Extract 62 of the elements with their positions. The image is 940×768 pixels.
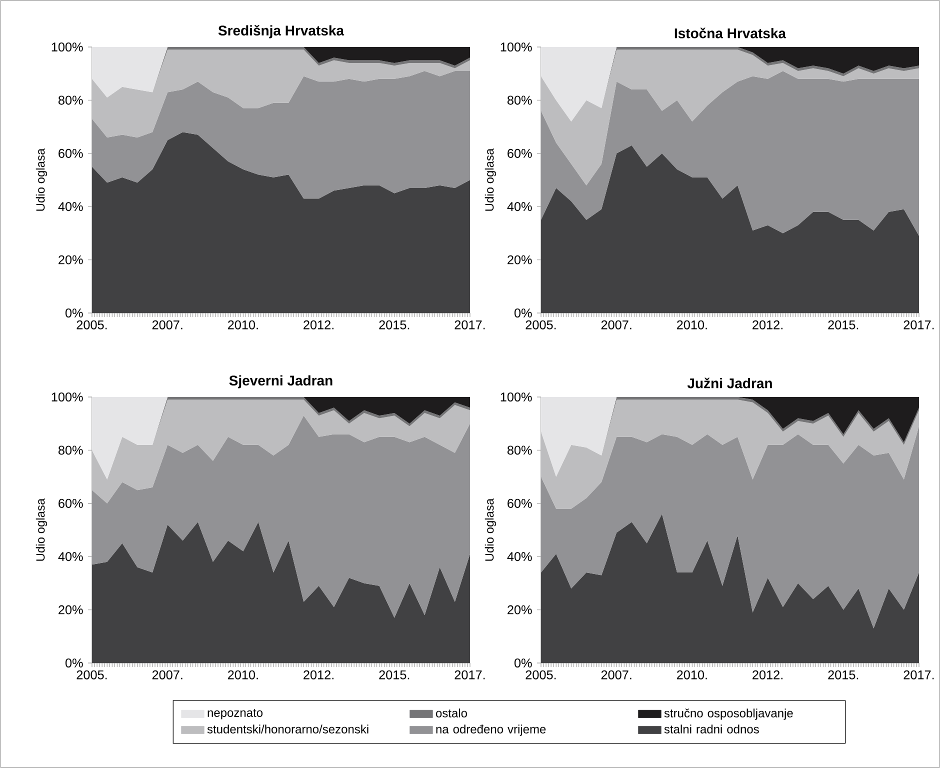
y-tick-label: 40% [58, 202, 83, 212]
x-tick-label: 2007. [601, 670, 632, 680]
y-tick-label: 60% [58, 148, 83, 158]
y-tick-label: 100% [500, 42, 532, 52]
chart-title: Istočna Hrvatska [674, 28, 786, 38]
x-tick-label: 2007. [152, 320, 182, 330]
legend-label: nepoznato [208, 709, 263, 720]
y-tick-label: 0% [66, 658, 83, 668]
y-tick-label: 40% [507, 552, 532, 562]
x-tick-label: 2012. [304, 320, 334, 330]
legend-label: na određeno vrijeme [436, 724, 546, 736]
x-tick-label: 2005. [526, 670, 556, 680]
y-tick-label: 0% [514, 308, 532, 318]
chart-title: Središnja Hrvatska [218, 24, 344, 38]
x-tick-label: 2007. [601, 320, 632, 330]
legend-label: stručno osposobljavanje [664, 708, 793, 720]
y-axis-title: Udio oglasa [36, 148, 48, 211]
y-tick-label: 20% [508, 605, 532, 614]
x-tick-label: 2005. [76, 320, 107, 330]
x-tick-label: 2015. [828, 670, 858, 680]
y-tick-label: 80% [58, 446, 83, 455]
chart-title: Sjeverni Jadran [229, 375, 332, 388]
y-tick-label: 20% [508, 255, 532, 264]
y-tick-label: 60% [508, 148, 532, 158]
y-tick-label: 20% [58, 605, 83, 614]
chart-title: Južni Jadran [687, 378, 772, 388]
x-tick-label: 2005. [526, 320, 556, 330]
y-tick-label: 60% [508, 498, 532, 508]
y-tick-label: 20% [58, 255, 83, 264]
y-axis-title: Udio oglasa [484, 148, 496, 211]
legend-label: stalni radni odnos [664, 724, 759, 734]
x-tick-label: 2012. [752, 670, 782, 680]
y-tick-label: 100% [52, 42, 83, 52]
x-tick-label: 2010. [228, 670, 258, 680]
y-tick-label: 0% [514, 658, 532, 668]
x-tick-label: 2017. [904, 320, 934, 330]
x-tick-label: 2005. [76, 670, 107, 680]
y-tick-label: 80% [507, 96, 532, 105]
x-tick-label: 2012. [304, 670, 334, 680]
y-tick-label: 100% [52, 392, 83, 402]
legend-label: studentski/honorarno/sezonski [207, 724, 368, 734]
x-tick-label: 2012. [752, 320, 782, 330]
y-tick-label: 80% [507, 446, 532, 455]
y-tick-label: 100% [500, 392, 532, 402]
x-tick-label: 2007. [152, 670, 182, 680]
y-axis-title: Udio oglasa [36, 498, 48, 561]
x-tick-label: 2017. [904, 670, 934, 680]
x-tick-label: 2015. [828, 320, 858, 330]
y-tick-label: 40% [507, 202, 532, 212]
y-axis-title: Udio oglasa [484, 498, 496, 561]
x-tick-label: 2017. [454, 670, 485, 680]
y-tick-label: 60% [58, 498, 83, 508]
x-tick-label: 2015. [379, 670, 410, 680]
x-tick-label: 2015. [379, 320, 410, 330]
y-tick-label: 0% [66, 308, 83, 318]
legend-label: ostalo [436, 708, 468, 718]
x-tick-label: 2017. [454, 320, 485, 330]
x-tick-label: 2010. [676, 670, 707, 680]
y-tick-label: 40% [58, 552, 83, 562]
x-tick-label: 2010. [228, 320, 258, 330]
x-tick-label: 2010. [676, 320, 707, 330]
y-tick-label: 80% [58, 96, 83, 105]
